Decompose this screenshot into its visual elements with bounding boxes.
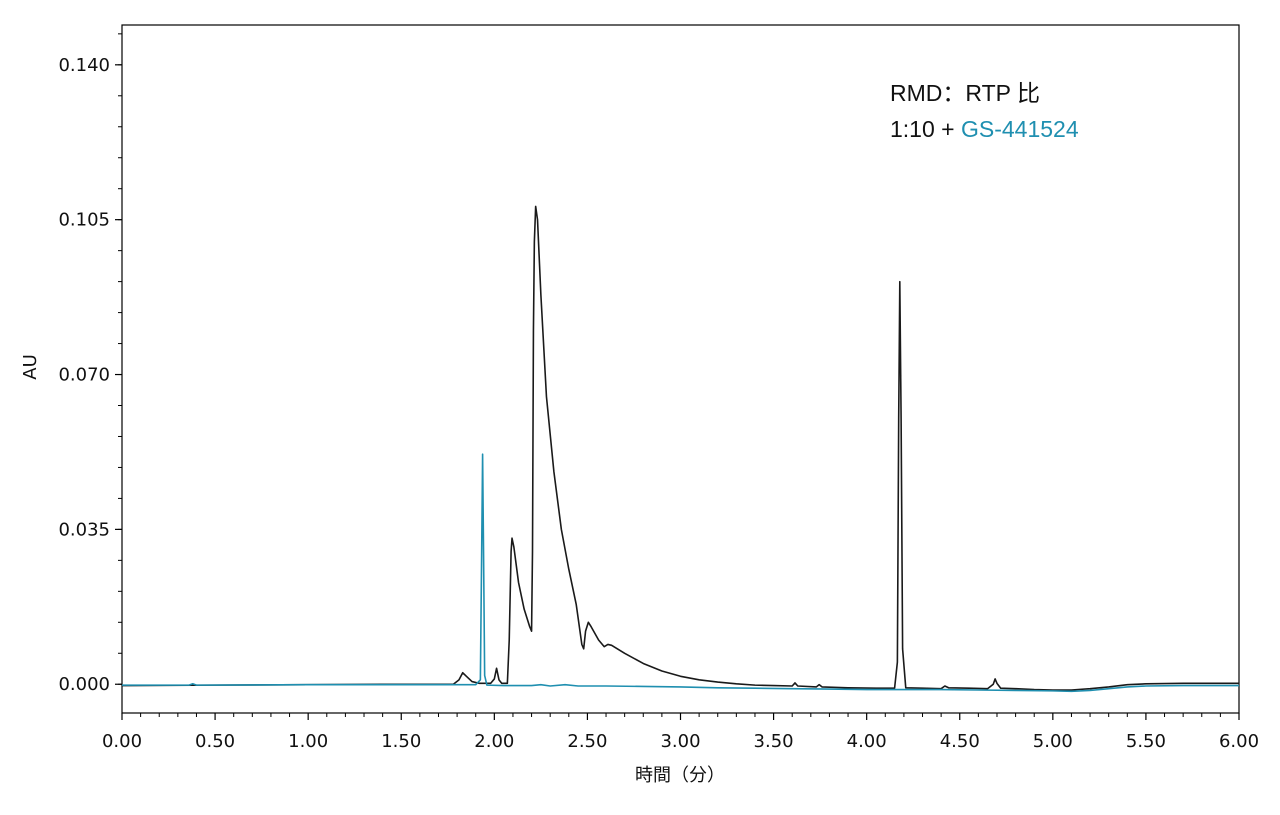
x-tick-label: 5.00 (1033, 731, 1073, 752)
y-tick-label: 0.035 (58, 519, 110, 540)
y-tick-label: 0.000 (58, 674, 110, 695)
x-tick-label: 6.00 (1219, 731, 1259, 752)
x-tick-label: 1.50 (381, 731, 421, 752)
legend-line-2: 1:10 + GS-441524 (890, 116, 1079, 142)
y-axis: 0.000 0.035 0.070 0.105 0.140 (58, 55, 122, 695)
y-tick-label: 0.140 (58, 55, 110, 76)
legend-gs441524: GS-441524 (961, 116, 1079, 142)
series-line-gs-441524 (122, 453, 1239, 693)
x-tick-label: 4.50 (940, 731, 980, 752)
y-tick-label: 0.070 (58, 365, 110, 386)
x-axis-label: 時間（分） (635, 765, 725, 786)
x-tick-label: 3.00 (660, 731, 700, 752)
x-tick-label: 4.00 (847, 731, 887, 752)
x-tick-label: 1.00 (288, 731, 328, 752)
legend-line-1: RMD：RTP 比 (890, 80, 1040, 106)
x-minor-ticks (140, 713, 1221, 717)
series-layer (121, 205, 1239, 693)
x-tick-label: 5.50 (1126, 731, 1166, 752)
x-tick-label: 2.50 (567, 731, 607, 752)
x-tick-label: 0.00 (102, 731, 142, 752)
y-tick-label: 0.105 (58, 210, 110, 231)
x-axis: 0.00 0.50 1.00 1.50 2.00 2.50 3.00 3.50 4.00 4.50… (102, 713, 1259, 752)
x-tick-label: 0.50 (195, 731, 235, 752)
legend-ratio: 1:10 + (890, 116, 961, 142)
y-axis-label: AU (20, 354, 41, 380)
x-tick-label: 2.00 (474, 731, 514, 752)
x-tick-label: 3.50 (754, 731, 794, 752)
legend: RMD：RTP 比 1:10 + GS-441524 (890, 80, 1079, 142)
series-line-1-10 (121, 205, 1239, 691)
